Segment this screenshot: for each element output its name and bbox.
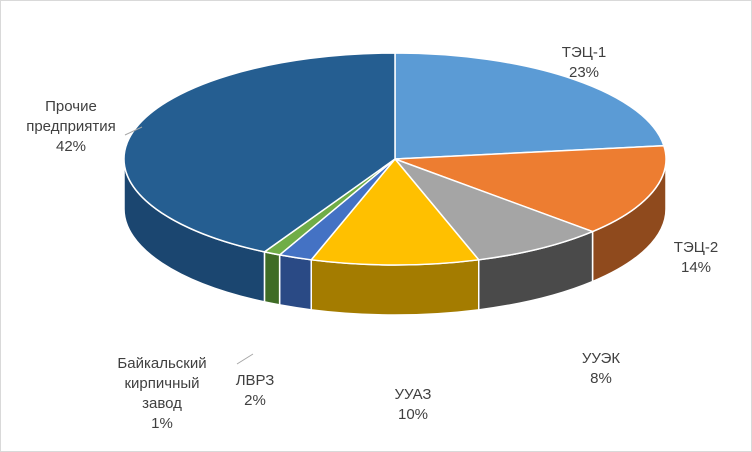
slice-category-label: ТЭЦ-1 xyxy=(561,44,607,61)
slice-лврз-side xyxy=(278,254,313,311)
slice-лврз-label: ЛВРЗ 2% xyxy=(236,371,275,411)
slice-percent-label: 1% xyxy=(151,415,173,432)
slice-percent-label: 42% xyxy=(55,138,87,155)
slice-байкальский-side xyxy=(263,250,281,306)
slice-category-label: ЛВРЗ xyxy=(235,372,275,389)
slice-тэц-1 xyxy=(394,52,665,160)
slice-percent-label: 2% xyxy=(244,392,266,409)
slice-прочие xyxy=(123,52,396,253)
slice-percent-label: 23% xyxy=(568,64,600,81)
slice-percent-label: 14% xyxy=(680,259,712,276)
slice-category-label: Байкальский кирпичный завод xyxy=(117,355,207,412)
slice-ууэк xyxy=(392,157,595,261)
slice-тэц-1-label: ТЭЦ-1 23% xyxy=(562,43,606,83)
slice-ууаз xyxy=(309,157,481,266)
slice-байкальский-leader-line xyxy=(236,353,254,365)
slice-ууаз-side xyxy=(310,258,480,316)
slice-percent-label: 10% xyxy=(397,406,429,423)
slice-прочие-leader-line xyxy=(124,126,143,136)
slice-category-label: ТЭЦ-2 xyxy=(673,239,719,256)
slice-percent-label: 8% xyxy=(590,370,612,387)
slice-байкальский-label: Байкальский кирпичный завод 1% xyxy=(117,354,206,434)
slice-прочие-label: Прочие предприятия 42% xyxy=(26,97,116,157)
slice-тэц-2-label: ТЭЦ-2 14% xyxy=(674,238,718,278)
slice-category-label: Прочие предприятия xyxy=(26,98,116,135)
slice-ууаз-label: УУАЗ 10% xyxy=(395,385,432,425)
slice-ууэк-label: УУЭК 8% xyxy=(582,349,620,389)
slice-тэц-2 xyxy=(394,144,667,233)
slice-category-label: УУЭК xyxy=(581,350,621,367)
slice-category-label: УУАЗ xyxy=(394,386,432,403)
